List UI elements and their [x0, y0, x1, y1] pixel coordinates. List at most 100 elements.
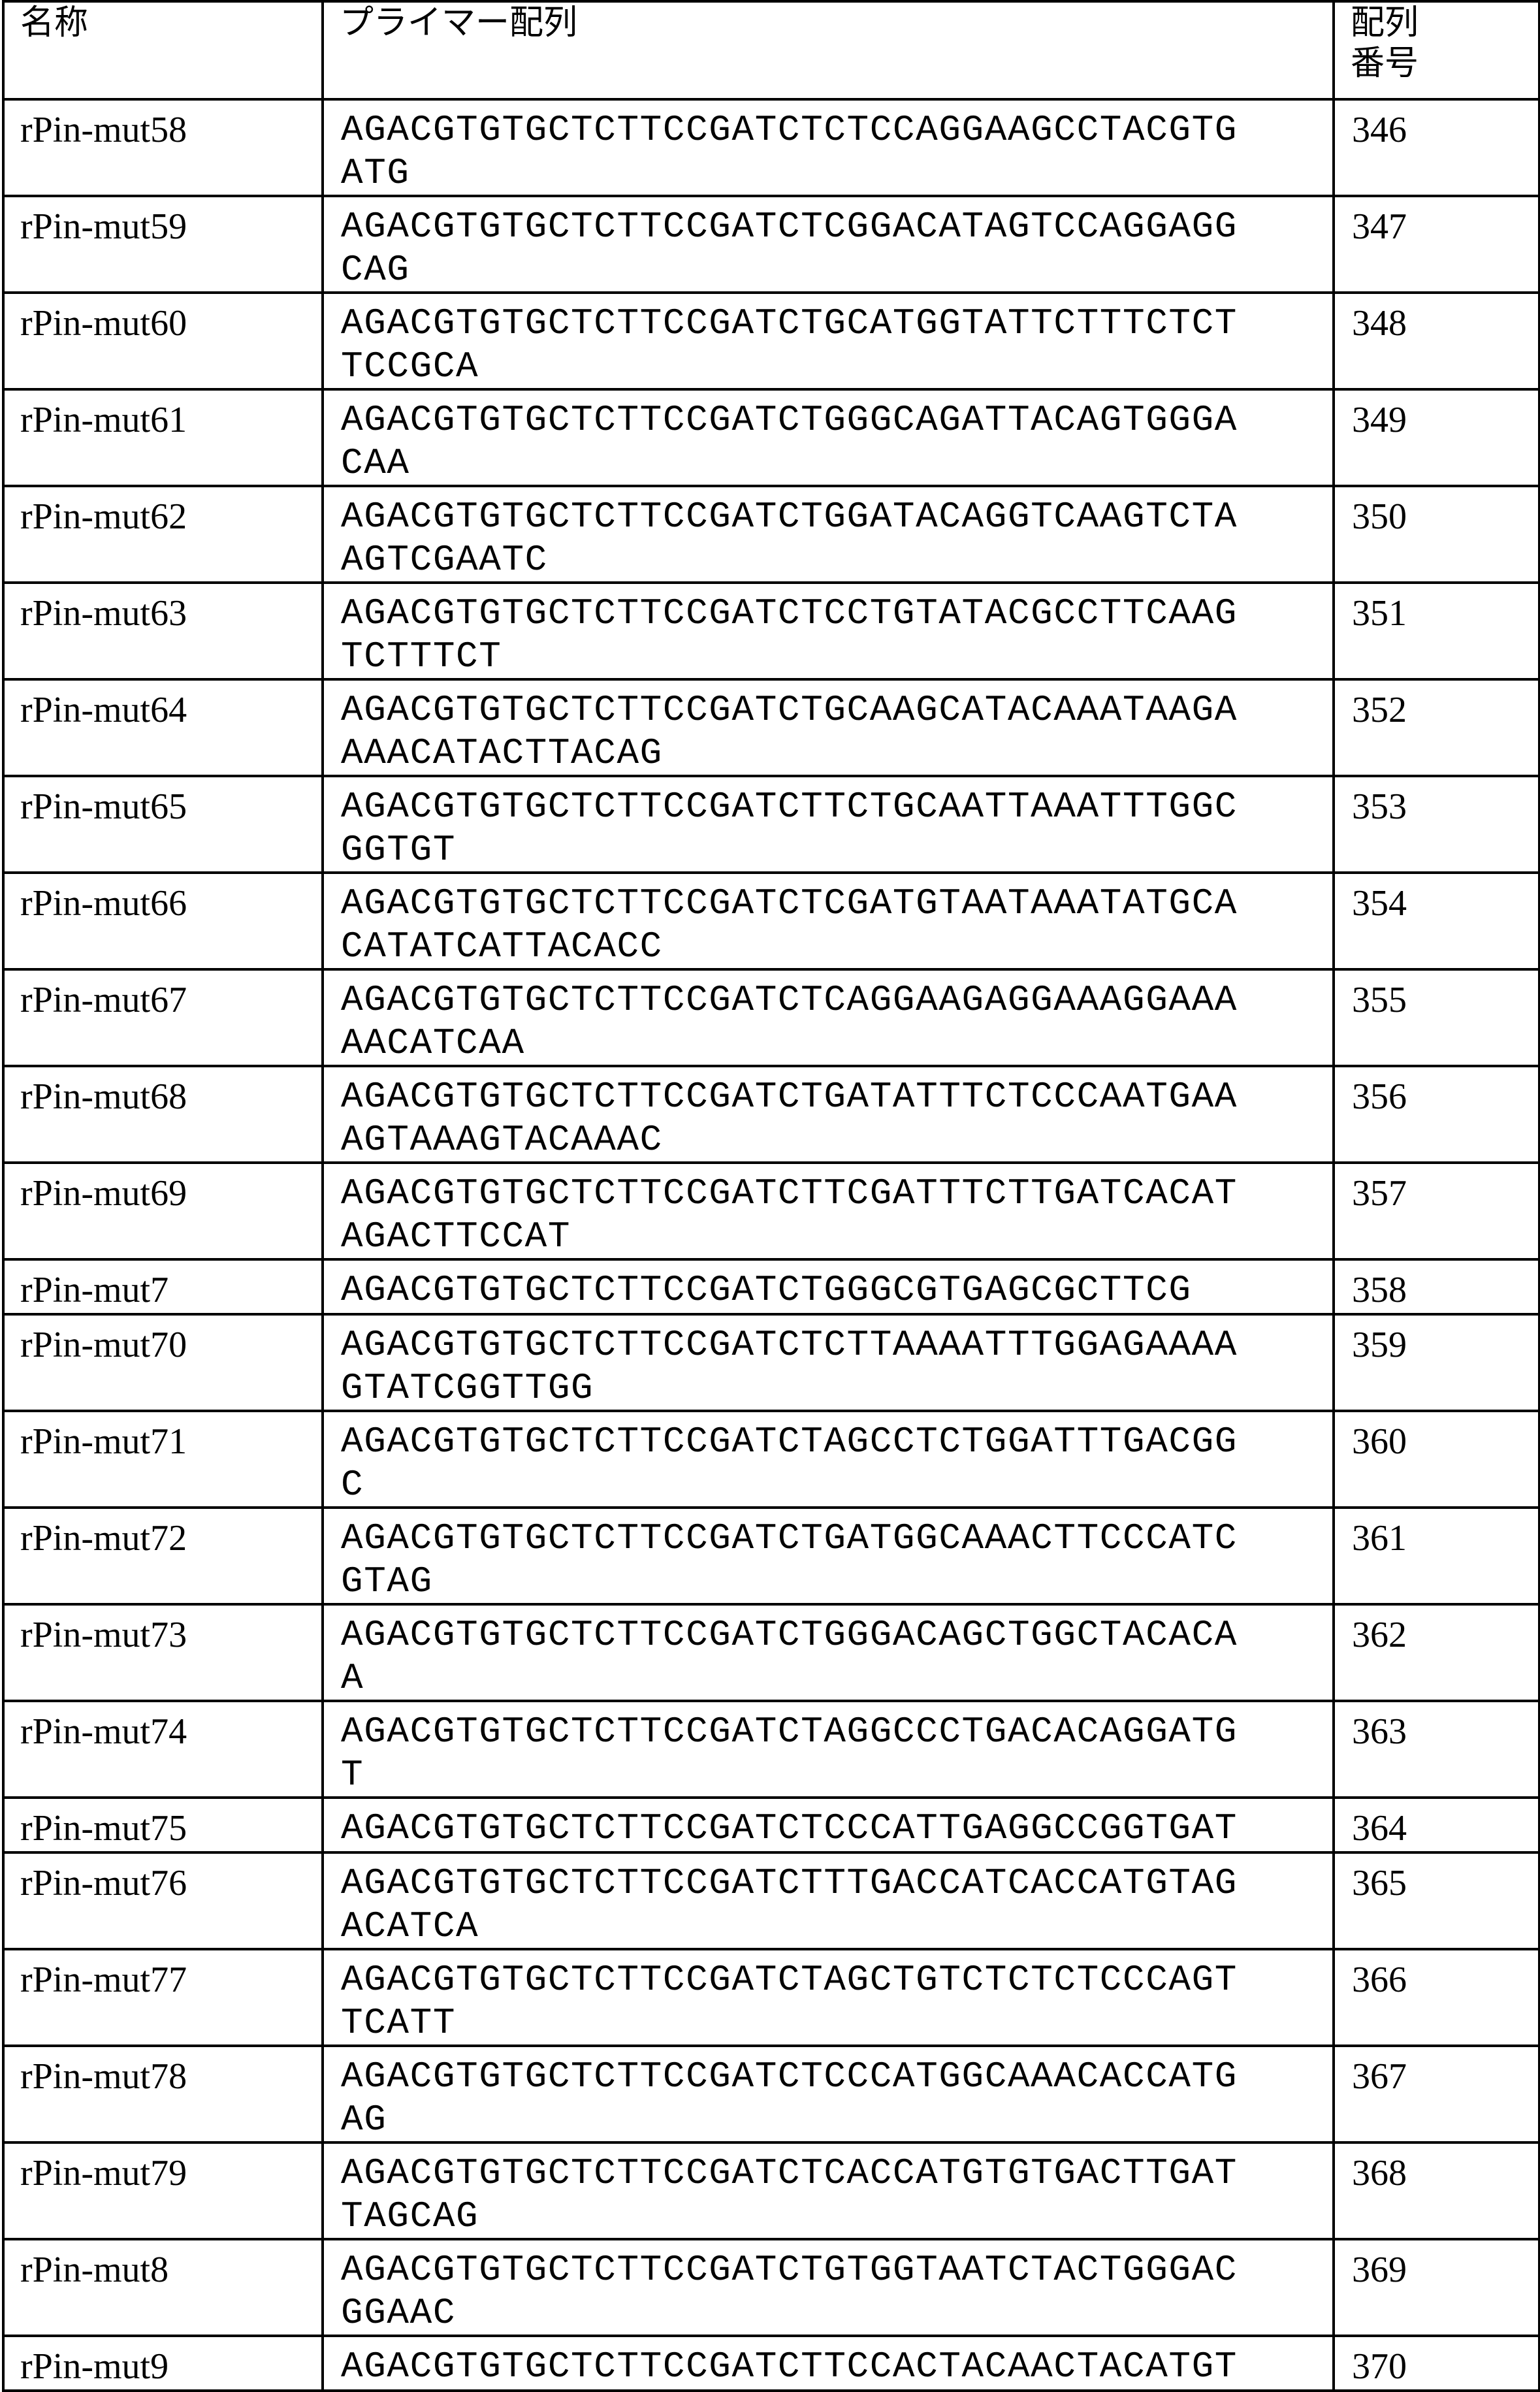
- primer-name: rPin-mut60: [3, 293, 323, 389]
- sequence-line: TAGCAG: [341, 2195, 1332, 2238]
- primer-sequence: AGACGTGTGCTCTTCCGATCTTTGACCATCACCATGTAGA…: [323, 1852, 1334, 1949]
- primer-sequence: AGACGTGTGCTCTTCCGATCTGGGCGTGAGCGCTTCG: [323, 1259, 1334, 1314]
- primer-sequence: AGACGTGTGCTCTTCCGATCTCCTGTATACGCCTTCAAGT…: [323, 583, 1334, 679]
- sequence-number: 363: [1334, 1701, 1539, 1798]
- primer-name: rPin-mut72: [3, 1508, 323, 1604]
- primer-sequence: AGACGTGTGCTCTTCCGATCTCAGGAAGAGGAAAGGAAAA…: [323, 969, 1334, 1066]
- primer-name: rPin-mut63: [3, 583, 323, 679]
- sequence-line: AG: [341, 2098, 1332, 2141]
- primer-sequence: AGACGTGTGCTCTTCCGATCTGGGACAGCTGGCTACACAA: [323, 1604, 1334, 1701]
- table-row: rPin-mut8AGACGTGTGCTCTTCCGATCTGTGGTAATCT…: [3, 2239, 1539, 2336]
- primer-name: rPin-mut70: [3, 1314, 323, 1411]
- sequence-line: ATG: [341, 152, 1332, 195]
- sequence-line: T: [341, 1753, 1332, 1796]
- sequence-line: AGACGTGTGCTCTTCCGATCTCCTGTATACGCCTTCAAG: [341, 592, 1332, 635]
- sequence-number: 354: [1334, 873, 1539, 969]
- table-body: rPin-mut58AGACGTGTGCTCTTCCGATCTCTCCAGGAA…: [3, 99, 1539, 2391]
- primer-table: 名称 プライマー配列 配列 番号 rPin-mut58AGACGTGTGCTCT…: [2, 0, 1540, 2392]
- primer-name: rPin-mut76: [3, 1852, 323, 1949]
- table-row: rPin-mut72 AGACGTGTGCTCTTCCGATCTGATGGCAAA…: [3, 1508, 1539, 1604]
- primer-name: rPin-mut62: [3, 486, 323, 583]
- sequence-number: 368: [1334, 2142, 1539, 2239]
- header-row: 名称 プライマー配列 配列 番号: [3, 1, 1539, 99]
- sequence-line: AGACGTGTGCTCTTCCGATCTGCATGGTATTCTTTCTCT: [341, 302, 1332, 345]
- sequence-line: AAACATACTTACAG: [341, 732, 1332, 775]
- sequence-number: 360: [1334, 1411, 1539, 1508]
- sequence-line: ACATCA: [341, 1905, 1332, 1948]
- primer-sequence: AGACGTGTGCTCTTCCGATCTCCCATGGCAAACACCATGA…: [323, 2046, 1334, 2142]
- sequence-line: AGACGTGTGCTCTTCCGATCTGATGGCAAACTTCCCATC: [341, 1517, 1332, 1560]
- sequence-line: AGACGTGTGCTCTTCCGATCTGATATTTCTCCCAATGAA: [341, 1075, 1332, 1118]
- table-row: rPin-mut75 AGACGTGTGCTCTTCCGATCTCCCATTGAG…: [3, 1798, 1539, 1852]
- sequence-line: CAA: [341, 442, 1332, 485]
- table-row: rPin-mut58AGACGTGTGCTCTTCCGATCTCTCCAGGAA…: [3, 99, 1539, 196]
- sequence-line: CAG: [341, 248, 1332, 291]
- primer-sequence: AGACGTGTGCTCTTCCGATCTTCGATTTCTTGATCACATA…: [323, 1163, 1334, 1259]
- header-seq-no-line1: 配列: [1351, 3, 1538, 43]
- sequence-line: AGACGTGTGCTCTTCCGATCTCGGACATAGTCCAGGAGG: [341, 205, 1332, 248]
- table-row: rPin-mut60AGACGTGTGCTCTTCCGATCTGCATGGTAT…: [3, 293, 1539, 389]
- table-row: rPin-mut79AGACGTGTGCTCTTCCGATCTCACCATGTG…: [3, 2142, 1539, 2239]
- primer-name: rPin-mut74: [3, 1701, 323, 1798]
- sequence-line: AGTCGAATC: [341, 538, 1332, 581]
- sequence-line: AGACGTGTGCTCTTCCGATCTCTCCAGGAAGCCTACGTG: [341, 108, 1332, 152]
- table-row: rPin-mut70AGACGTGTGCTCTTCCGATCTCTTAAAATT…: [3, 1314, 1539, 1411]
- primer-sequence: AGACGTGTGCTCTTCCGATCTGGATACAGGTCAAGTCTAA…: [323, 486, 1334, 583]
- sequence-line: GGTGT: [341, 828, 1332, 871]
- sequence-number: 365: [1334, 1852, 1539, 1949]
- sequence-line: TCTTTCT: [341, 635, 1332, 678]
- table-row: rPin-mut69AGACGTGTGCTCTTCCGATCTTCGATTTCT…: [3, 1163, 1539, 1259]
- table-row: rPin-mut61AGACGTGTGCTCTTCCGATCTGGGCAGATT…: [3, 389, 1539, 486]
- header-name: 名称: [3, 1, 323, 99]
- sequence-number: 370: [1334, 2336, 1539, 2391]
- header-seq-no: 配列 番号: [1334, 1, 1539, 99]
- primer-sequence: AGACGTGTGCTCTTCCGATCTCTCCAGGAAGCCTACGTGA…: [323, 99, 1334, 196]
- primer-name: rPin-mut67: [3, 969, 323, 1066]
- primer-name: rPin-mut66: [3, 873, 323, 969]
- table-row: rPin-mut67AGACGTGTGCTCTTCCGATCTCAGGAAGAG…: [3, 969, 1539, 1066]
- sequence-line: AGACGTGTGCTCTTCCGATCTCCCATGGCAAACACCATG: [341, 2055, 1332, 2098]
- sequence-number: 355: [1334, 969, 1539, 1066]
- primer-sequence: AGACGTGTGCTCTTCCGATCTGGGCAGATTACAGTGGGAC…: [323, 389, 1334, 486]
- sequence-line: GTAG: [341, 1560, 1332, 1603]
- primer-sequence: AGACGTGTGCTCTTCCGATCTGCATGGTATTCTTTCTCTT…: [323, 293, 1334, 389]
- sequence-number: 366: [1334, 1949, 1539, 2046]
- sequence-line: AGACGTGTGCTCTTCCGATCTAGCCTCTGGATTTGACGG: [341, 1420, 1332, 1463]
- primer-name: rPin-mut68: [3, 1066, 323, 1163]
- sequence-line: AGACGTGTGCTCTTCCGATCTCAGGAAGAGGAAAGGAAA: [341, 978, 1332, 1022]
- sequence-number: 349: [1334, 389, 1539, 486]
- sequence-line: AGACTTCCAT: [341, 1215, 1332, 1258]
- sequence-line: AGACGTGTGCTCTTCCGATCTGCAAGCATACAAATAAGA: [341, 688, 1332, 732]
- sequence-line: AGACGTGTGCTCTTCCGATCTCCCATTGAGGCCGGTGAT: [341, 1807, 1332, 1850]
- sequence-number: 353: [1334, 776, 1539, 873]
- sequence-line: GGAAC: [341, 2291, 1332, 2335]
- table-row: rPin-mut78AGACGTGTGCTCTTCCGATCTCCCATGGCA…: [3, 2046, 1539, 2142]
- primer-sequence: AGACGTGTGCTCTTCCGATCTAGCTGTCTCTCTCCCAGTT…: [323, 1949, 1334, 2046]
- sequence-line: TCCGCA: [341, 345, 1332, 388]
- table-row: rPin-mut76AGACGTGTGCTCTTCCGATCTTTGACCATC…: [3, 1852, 1539, 1949]
- primer-sequence: AGACGTGTGCTCTTCCGATCTCGATGTAATAAATATGCAC…: [323, 873, 1334, 969]
- primer-name: rPin-mut77: [3, 1949, 323, 2046]
- sequence-line: AACATCAA: [341, 1022, 1332, 1065]
- sequence-line: C: [341, 1463, 1332, 1506]
- sequence-number: 367: [1334, 2046, 1539, 2142]
- primer-name: rPin-mut8: [3, 2239, 323, 2336]
- sequence-number: 347: [1334, 196, 1539, 293]
- primer-name: rPin-mut61: [3, 389, 323, 486]
- sequence-number: 352: [1334, 679, 1539, 776]
- sequence-number: 348: [1334, 293, 1539, 389]
- sequence-line: AGACGTGTGCTCTTCCGATCTAGGCCCTGACACAGGATG: [341, 1710, 1332, 1753]
- primer-name: rPin-mut58: [3, 99, 323, 196]
- sequence-line: AGACGTGTGCTCTTCCGATCTAGCTGTCTCTCTCCCAGT: [341, 1958, 1332, 2001]
- sequence-line: GTATCGGTTGG: [341, 1366, 1332, 1410]
- table-row: rPin-mut64AGACGTGTGCTCTTCCGATCTGCAAGCATA…: [3, 679, 1539, 776]
- sequence-number: 346: [1334, 99, 1539, 196]
- table-row: rPin-mut77AGACGTGTGCTCTTCCGATCTAGCTGTCTC…: [3, 1949, 1539, 2046]
- primer-name: rPin-mut69: [3, 1163, 323, 1259]
- primer-sequence: AGACGTGTGCTCTTCCGATCTCCCATTGAGGCCGGTGAT: [323, 1798, 1334, 1852]
- table-row: rPin-mut62AGACGTGTGCTCTTCCGATCTGGATACAGG…: [3, 486, 1539, 583]
- sequence-number: 362: [1334, 1604, 1539, 1701]
- sequence-line: AGACGTGTGCTCTTCCGATCTGGGCGTGAGCGCTTCG: [341, 1269, 1332, 1312]
- sequence-line: AGACGTGTGCTCTTCCGATCTTCGATTTCTTGATCACAT: [341, 1172, 1332, 1215]
- primer-name: rPin-mut75: [3, 1798, 323, 1852]
